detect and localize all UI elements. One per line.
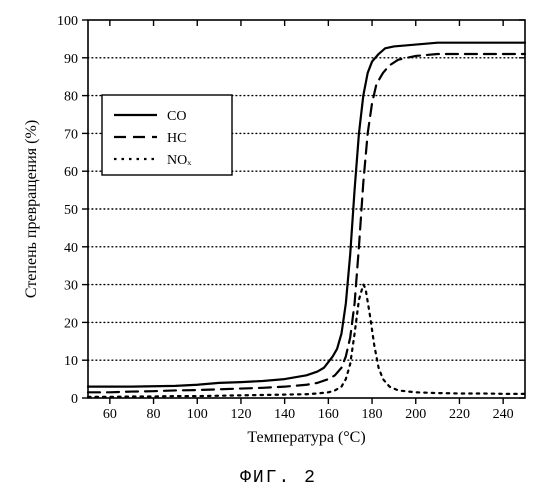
svg-text:NOₓ: NOₓ — [167, 153, 192, 168]
svg-text:Температура (°C): Температура (°C) — [247, 429, 365, 446]
svg-text:120: 120 — [230, 407, 251, 422]
svg-text:40: 40 — [64, 241, 78, 256]
svg-text:Степень превращения (%): Степень превращения (%) — [23, 120, 40, 298]
svg-text:70: 70 — [64, 127, 78, 142]
svg-text:160: 160 — [318, 407, 339, 422]
svg-text:100: 100 — [187, 407, 208, 422]
svg-text:80: 80 — [64, 90, 78, 105]
svg-text:60: 60 — [64, 165, 78, 180]
figure-container: 60 80 100 120 140 160 180 200 220 240 0 10 20 30 40 50 6… — [0, 0, 557, 500]
svg-text:60: 60 — [103, 407, 117, 422]
conversion-chart: 60 80 100 120 140 160 180 200 220 240 0 10 20 30 40 50 6… — [0, 0, 557, 500]
svg-text:0: 0 — [71, 392, 78, 407]
svg-text:30: 30 — [64, 279, 78, 294]
svg-text:80: 80 — [147, 407, 161, 422]
svg-text:180: 180 — [362, 407, 383, 422]
svg-text:100: 100 — [57, 14, 78, 29]
svg-text:HC: HC — [167, 131, 186, 146]
svg-text:CO: CO — [167, 109, 186, 124]
svg-text:20: 20 — [64, 316, 78, 331]
svg-text:200: 200 — [405, 407, 426, 422]
figure-caption: ФИГ. 2 — [0, 468, 557, 488]
svg-text:10: 10 — [64, 354, 78, 369]
svg-text:50: 50 — [64, 203, 78, 218]
svg-text:140: 140 — [274, 407, 295, 422]
svg-text:220: 220 — [449, 407, 470, 422]
svg-text:90: 90 — [64, 52, 78, 67]
svg-text:240: 240 — [493, 407, 514, 422]
